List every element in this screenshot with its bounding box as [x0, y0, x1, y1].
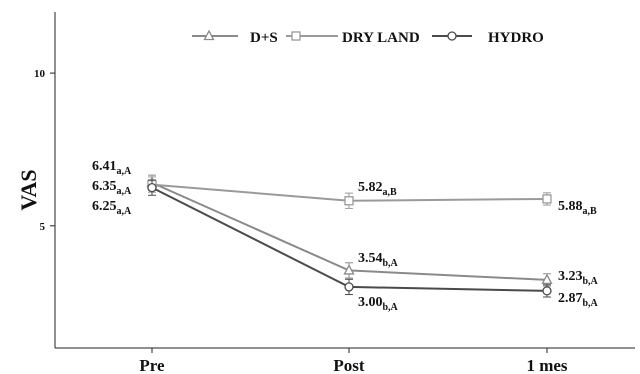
series-layer	[146, 174, 553, 298]
legend-marker	[203, 29, 215, 41]
legend-marker	[291, 31, 301, 41]
data-label: 3.00b,A	[358, 295, 399, 313]
data-labels-layer: 6.41a,A3.54b,A3.23b,A6.35a,A 5.82a,B5.88a…	[92, 159, 599, 313]
y-tick-label: 10	[34, 68, 46, 80]
series-d-s	[146, 174, 553, 287]
data-point	[344, 196, 354, 206]
data-label-value: 2.87	[558, 291, 583, 306]
data-label-value: 6.25	[92, 199, 117, 214]
data-point	[344, 282, 354, 292]
data-label-subscript: a,B	[583, 206, 598, 217]
legend-label: DRY LAND	[342, 30, 420, 46]
data-label: 6.35a,A	[92, 179, 132, 197]
data-label-subscript: a,A	[117, 186, 133, 197]
data-point	[147, 182, 157, 193]
data-label-value: 3.23	[558, 269, 583, 284]
data-point	[542, 194, 552, 204]
legend: D+S DRY LAND HYDRO	[192, 29, 544, 46]
data-label-value: 6.41	[92, 159, 117, 174]
data-point	[343, 264, 355, 275]
data-label-value: 3.54	[358, 251, 383, 266]
data-label: 5.82a,B	[358, 180, 397, 198]
series-hydro	[147, 179, 552, 298]
legend-label: HYDRO	[488, 30, 544, 46]
data-label: 3.23b,A	[558, 269, 599, 287]
legend-label: D+S	[250, 30, 278, 46]
data-label-value: 5.82	[358, 180, 383, 195]
legend-item: HYDRO	[432, 30, 544, 46]
legend-marker	[447, 31, 457, 41]
data-label-value: 6.35	[92, 179, 117, 194]
data-label-subscript: a,B	[383, 187, 398, 198]
data-label: 2.87b,A	[558, 291, 599, 309]
y-tick-label: 5	[40, 221, 46, 233]
data-label-value: 3.00	[358, 295, 383, 310]
y-axis-title: VAS	[16, 169, 41, 210]
series-dry-land	[147, 176, 552, 209]
data-label: 5.88a,B	[558, 199, 597, 217]
x-tick-label: 1 mes	[526, 356, 567, 374]
data-label-subscript: b,A	[383, 302, 399, 313]
data-label-subscript: b,A	[583, 298, 599, 309]
data-label-subscript: a,A	[117, 166, 133, 177]
x-tick-label: Pre	[139, 356, 165, 374]
data-label-subscript: a,A	[117, 206, 133, 217]
data-point	[542, 286, 552, 296]
data-label-value: 5.88	[558, 199, 583, 214]
data-label: 6.41a,A	[92, 159, 132, 177]
data-label-subscript: b,A	[383, 258, 399, 269]
axes: 5 10 Pre Post 1 mes VAS	[16, 12, 635, 374]
data-label-subscript: b,A	[583, 276, 599, 287]
legend-item: DRY LAND	[286, 30, 420, 46]
data-label: 3.54b,A	[358, 251, 399, 269]
data-point	[541, 273, 553, 285]
x-tick-label: Post	[333, 356, 365, 374]
legend-item: D+S	[192, 29, 278, 46]
data-label: 6.25a,A	[92, 199, 132, 217]
